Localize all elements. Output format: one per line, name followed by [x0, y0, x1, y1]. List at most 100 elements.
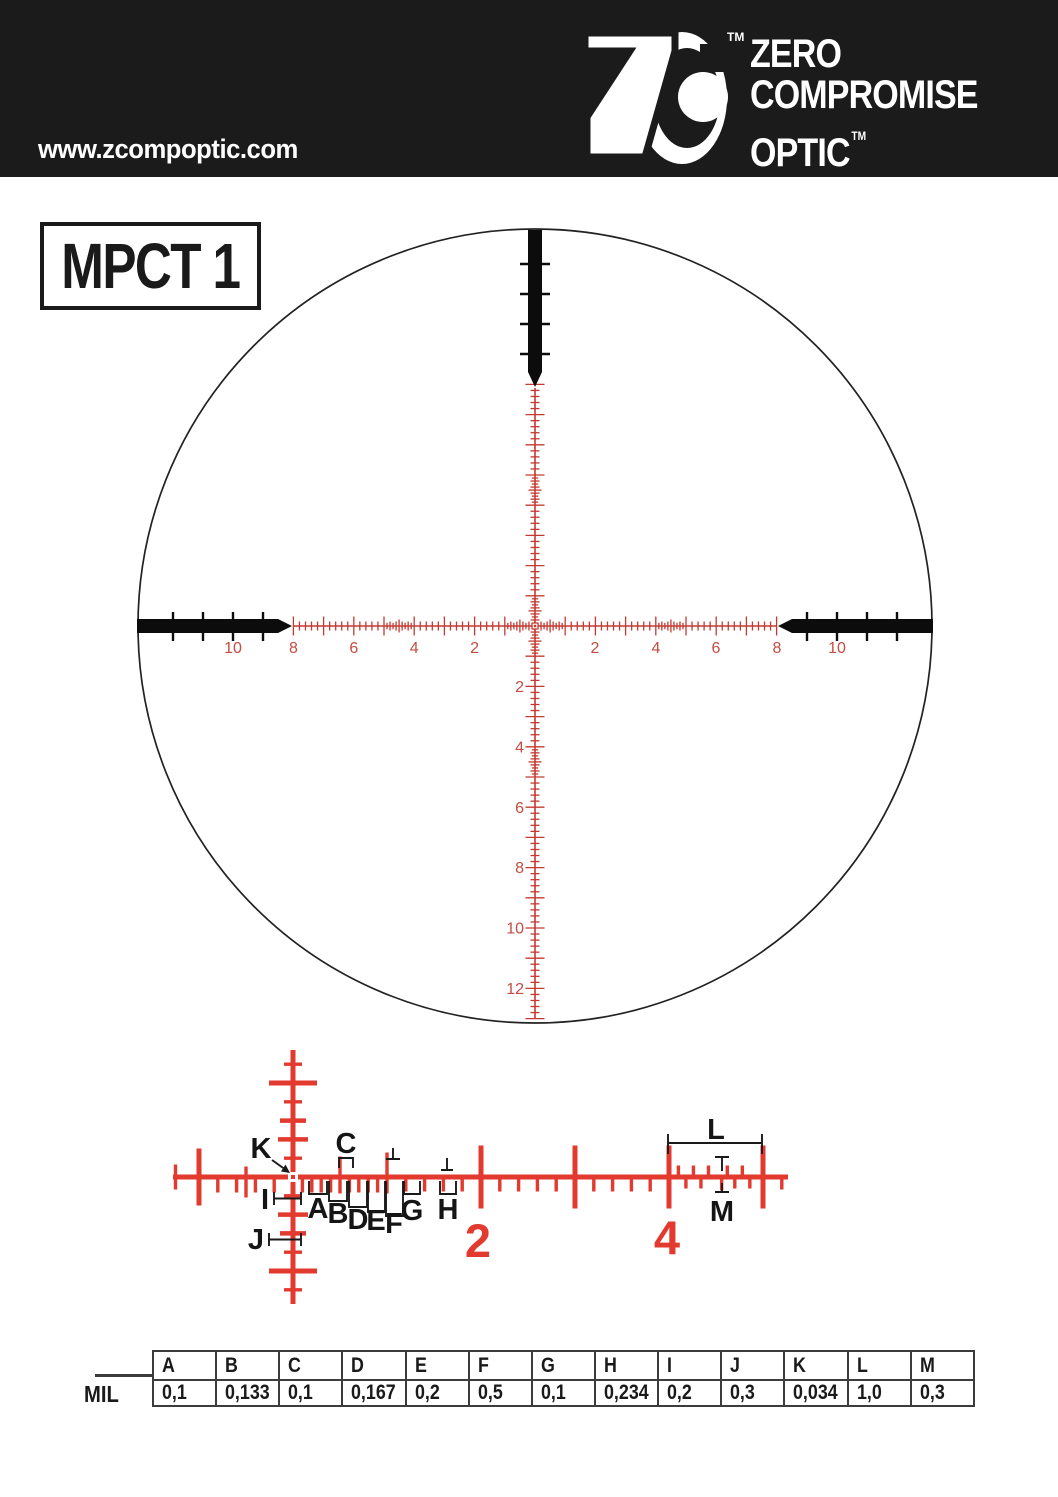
letter-k: K — [251, 1133, 272, 1165]
brand-line-zero: ZERO — [750, 32, 842, 76]
h-right-label-6: 6 — [712, 640, 721, 657]
letter-g: G — [401, 1195, 424, 1227]
table-col-header-label: D — [351, 1353, 365, 1377]
table-col-header-b: B — [215, 1350, 281, 1381]
logo-z-figure — [581, 29, 679, 161]
dim-bracket-i — [273, 1192, 302, 1205]
dim-bracket-g — [403, 1181, 421, 1195]
table-value-label: 1,0 — [856, 1381, 882, 1404]
v-label-12: 12 — [506, 981, 524, 998]
table-value-label: 0,1 — [162, 1381, 187, 1404]
table-value-label: 0,3 — [919, 1381, 945, 1404]
table-col-header-label: C — [288, 1353, 302, 1377]
h-right-label-8: 8 — [773, 640, 782, 657]
table-col-header-g: G — [530, 1350, 596, 1381]
dim-bracket-b — [328, 1181, 348, 1202]
table-col-header-h: H — [593, 1350, 660, 1381]
table-col-header-label: M — [919, 1353, 935, 1377]
v-label-6: 6 — [515, 800, 524, 817]
h-left-label-8: 8 — [289, 640, 298, 657]
table-value-label: 0,234 — [603, 1381, 649, 1404]
website-url: www.zcompoptic.com — [38, 134, 298, 164]
table-value-d: 0,167 — [341, 1379, 407, 1407]
dim-bracket-f — [385, 1181, 404, 1217]
table-value-label: 0,133 — [225, 1381, 270, 1404]
mil-divider-line — [95, 1374, 153, 1377]
reticle-name: MPCT 1 — [61, 230, 241, 302]
table-value-f: 0,5 — [467, 1379, 533, 1407]
table-col-header-c: C — [278, 1350, 344, 1381]
letter-l: L — [707, 1114, 725, 1146]
dim-bracket-l — [667, 1134, 763, 1154]
table-value-label: 0,1 — [540, 1381, 566, 1404]
table-value-label: 0,5 — [477, 1381, 503, 1404]
table-value-label: 0,1 — [288, 1381, 314, 1404]
table-col-header-label: E — [414, 1353, 427, 1377]
reticle-name-box: MPCT 1 — [40, 222, 261, 310]
v-label-10: 10 — [506, 921, 524, 938]
h-left-label-6: 6 — [349, 640, 358, 657]
letter-a: A — [308, 1193, 329, 1225]
dim-bracket-j — [268, 1233, 302, 1246]
letter-d: D — [348, 1204, 369, 1236]
letter-b: B — [328, 1198, 349, 1230]
v-label-8: 8 — [515, 860, 524, 877]
logo-c-core — [678, 72, 728, 122]
dim-bracket-h — [439, 1181, 457, 1195]
table-col-header-label: A — [162, 1353, 175, 1377]
table-col-header-l: L — [846, 1350, 912, 1381]
table-col-header-d: D — [341, 1350, 407, 1381]
dim-bracket-a — [308, 1181, 328, 1195]
table-value-e: 0,2 — [404, 1379, 470, 1407]
detail-numeral-2: 2 — [465, 1214, 491, 1267]
table-col-header-f: F — [467, 1350, 533, 1381]
detail-numeral-4: 4 — [654, 1211, 680, 1264]
h-right-label-10: 10 — [828, 640, 846, 657]
letter-f: F — [385, 1208, 403, 1240]
h-left-label-10: 10 — [224, 640, 242, 657]
header-bar: www.zcompoptic.com TM ZERO COMPROMISE OP… — [0, 0, 1058, 177]
table-col-header-k: K — [783, 1350, 849, 1381]
brand-text: ZERO COMPROMISE OPTIC TM — [750, 34, 978, 174]
table-value-label: 0,3 — [730, 1381, 756, 1404]
logo-c-notch — [700, 44, 736, 72]
logo-trademark: TM — [727, 30, 745, 44]
mil-row-label: MIL — [84, 1381, 119, 1407]
v-label-2: 2 — [515, 679, 524, 696]
dim-bracket-m — [715, 1156, 729, 1193]
table-value-label: 0,034 — [793, 1381, 839, 1404]
main-crosshair-scales — [292, 383, 778, 1020]
black-posts — [137, 230, 933, 641]
table-value-label: 0,2 — [667, 1381, 692, 1404]
table-header-row: A B C D E F G H I J K L M — [151, 1350, 976, 1381]
table-value-l: 1,0 — [846, 1379, 912, 1407]
table-col-header-label: G — [540, 1353, 555, 1377]
table-col-header-label: F — [477, 1353, 489, 1377]
dim-cap-1mil — [386, 1148, 400, 1160]
dim-cap-h — [441, 1158, 453, 1171]
dimension-letters: A B C D E F G H I J K L M — [248, 1114, 734, 1256]
main-scale-labels: 10 8 6 4 2 2 4 6 8 10 2 4 6 8 10 12 — [224, 640, 846, 998]
table-col-header-label: K — [793, 1353, 807, 1377]
v-label-4: 4 — [515, 739, 524, 756]
h-left-label-2: 2 — [470, 640, 479, 657]
table-value-row: 0,1 0,133 0,1 0,167 0,2 0,5 0,1 0,234 0,2 0,3 0,03… — [151, 1379, 976, 1407]
detail-view-reticle — [173, 1050, 788, 1304]
letter-i: I — [261, 1184, 269, 1216]
table-value-j: 0,3 — [720, 1379, 786, 1407]
table-value-k: 0,034 — [783, 1379, 849, 1407]
table-value-c: 0,1 — [278, 1379, 344, 1407]
table-col-header-label: L — [856, 1353, 868, 1377]
brand-line-optic: OPTIC TM — [750, 129, 867, 175]
table-value-g: 0,1 — [530, 1379, 596, 1407]
table-value-a: 0,1 — [151, 1379, 218, 1407]
table-col-header-j: J — [720, 1350, 786, 1381]
post-tick-marks — [171, 262, 899, 641]
table-value-b: 0,133 — [215, 1379, 281, 1407]
top-post — [528, 230, 542, 387]
table-value-h: 0,234 — [593, 1379, 660, 1407]
h-left-label-4: 4 — [410, 640, 419, 657]
